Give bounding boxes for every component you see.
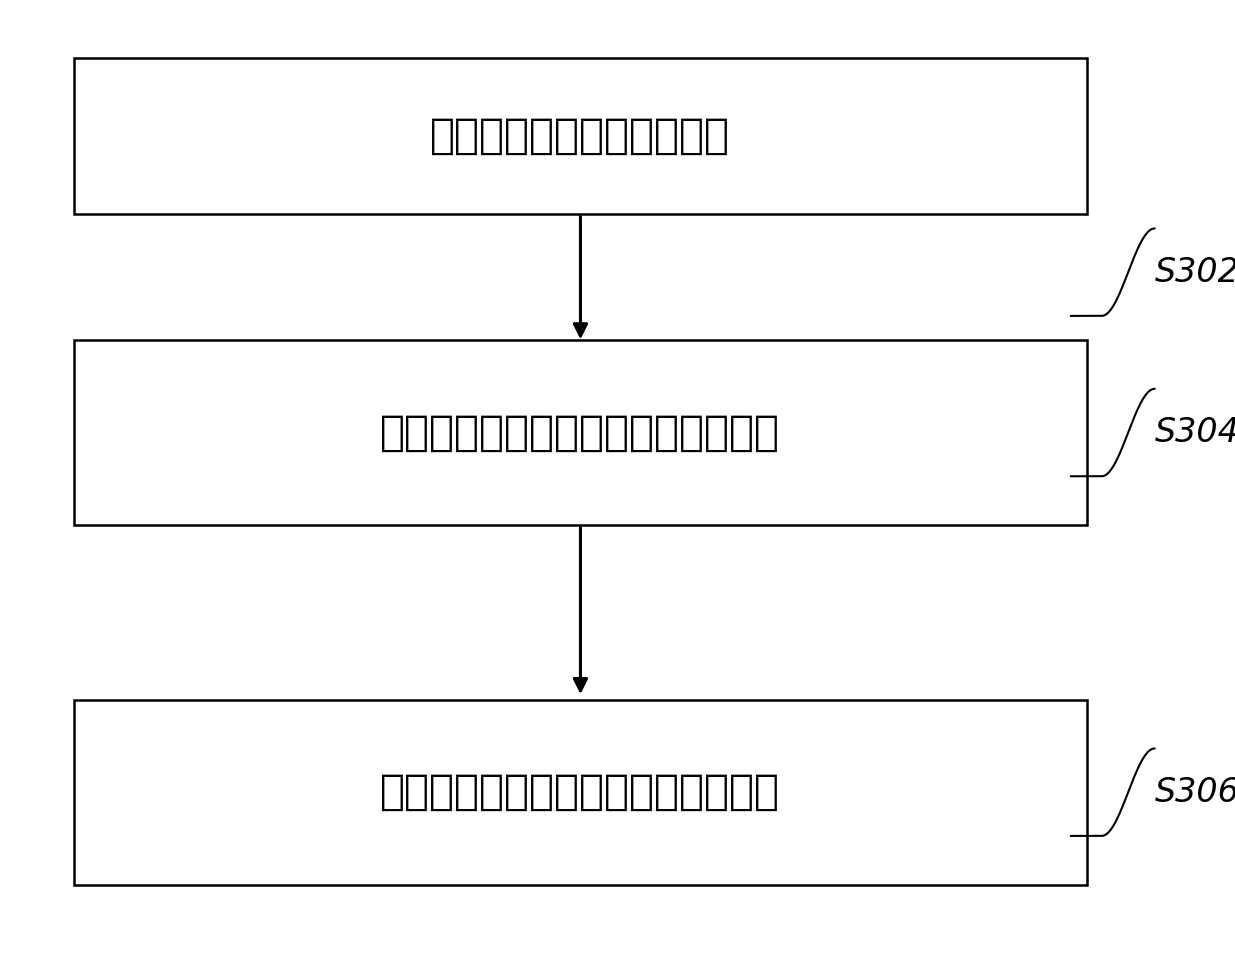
Bar xyxy=(74,340,1087,525)
Text: S306: S306 xyxy=(1155,776,1235,809)
Text: 获取电池堆的当前工作状态: 获取电池堆的当前工作状态 xyxy=(431,115,730,157)
Text: 根据当前工作状态，确定热管理策略: 根据当前工作状态，确定热管理策略 xyxy=(380,411,781,454)
Text: S304: S304 xyxy=(1155,416,1235,449)
Text: S302: S302 xyxy=(1155,256,1235,289)
Bar xyxy=(74,58,1087,214)
Text: 基于热管理策略，调整电池堆的温度: 基于热管理策略，调整电池堆的温度 xyxy=(380,771,781,814)
Bar xyxy=(74,700,1087,885)
